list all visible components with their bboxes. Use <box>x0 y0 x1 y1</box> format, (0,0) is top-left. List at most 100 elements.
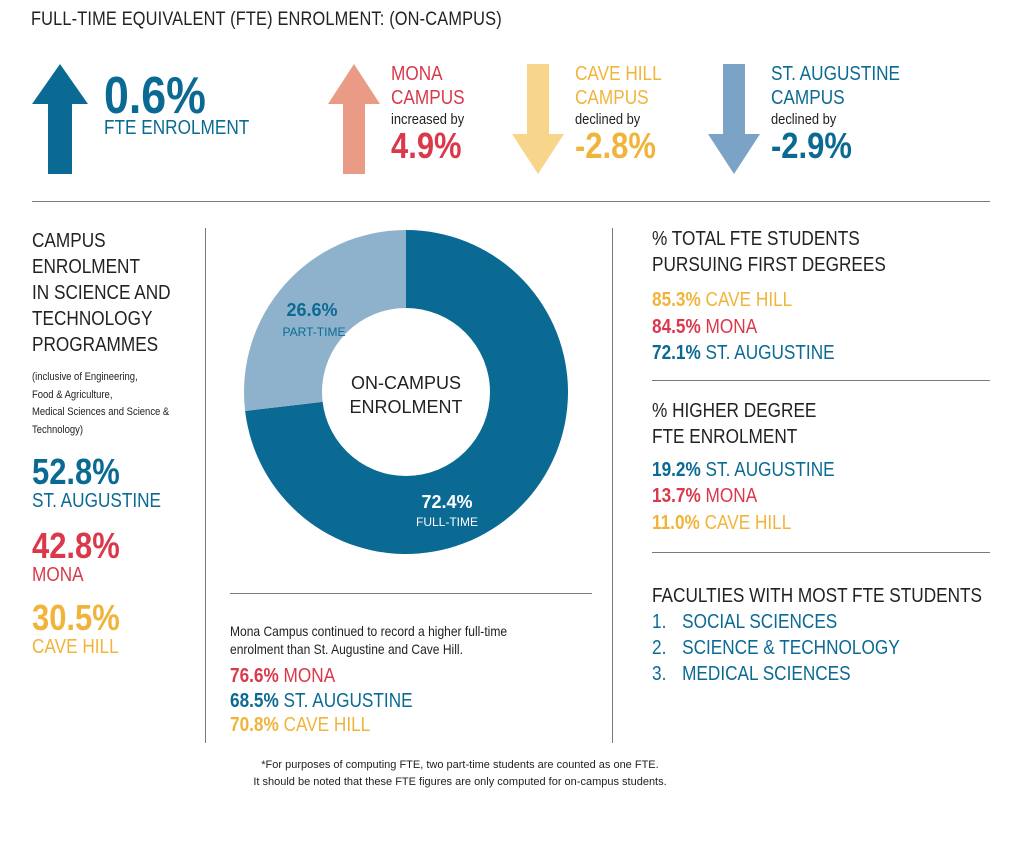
higher-degree-value: 13.7% <box>652 485 701 507</box>
part-time-category-label: PART-TIME <box>283 325 346 339</box>
first-degrees-row: 72.1% ST. AUGUSTINE <box>652 340 835 367</box>
first-degrees-value: 72.1% <box>652 342 701 364</box>
footnote: *For purposes of computing FTE, two part… <box>230 757 690 790</box>
science-tech-campus: MONA <box>32 564 84 586</box>
footnote-line: *For purposes of computing FTE, two part… <box>261 759 659 771</box>
faculty-number: 2. <box>652 637 667 659</box>
st-augustine-name-line2: CAMPUS <box>771 87 845 109</box>
mona-campus-name: MONA CAMPUS <box>391 62 465 110</box>
overall-fte-label: FTE ENROLMENT <box>104 117 250 139</box>
faculty-name: SCIENCE & TECHNOLOGY <box>682 637 900 659</box>
donut-hole <box>322 308 490 476</box>
faculty-item: 1. SOCIAL SCIENCES <box>652 609 837 636</box>
right-divider-1 <box>652 380 990 381</box>
fulltime-row: 76.6% MONA <box>230 663 335 690</box>
science-tech-note-line: (inclusive of Engineering, <box>32 371 138 383</box>
first-degrees-campus: MONA <box>705 316 758 338</box>
higher-degree-heading-line: % HIGHER DEGREE <box>652 400 817 422</box>
faculty-number: 3. <box>652 663 667 685</box>
fulltime-row: 70.8% CAVE HILL <box>230 712 370 739</box>
mona-up-arrow-icon <box>328 64 380 174</box>
higher-degree-row: 19.2% ST. AUGUSTINE <box>652 457 835 484</box>
higher-degree-row: 13.7% MONA <box>652 483 757 510</box>
science-tech-heading: CAMPUS ENROLMENT IN SCIENCE AND TECHNOLO… <box>32 228 171 358</box>
fulltime-value: 70.8% <box>230 714 279 736</box>
cave-hill-name-line2: CAMPUS <box>575 87 649 109</box>
donut-center-line2: ENROLMENT <box>349 397 462 417</box>
higher-degree-campus: ST. AUGUSTINE <box>705 459 835 481</box>
science-tech-heading-line: CAMPUS <box>32 230 106 252</box>
cave-hill-change-text: declined by <box>575 111 641 128</box>
st-augustine-down-arrow-icon <box>708 64 760 174</box>
faculty-item: 3. MEDICAL SCIENCES <box>652 661 851 688</box>
first-degrees-row: 84.5% MONA <box>652 314 757 341</box>
cave-hill-down-arrow-icon <box>512 64 564 174</box>
higher-degree-campus: MONA <box>705 485 758 507</box>
first-degrees-heading: % TOTAL FTE STUDENTS PURSUING FIRST DEGR… <box>652 226 886 278</box>
science-tech-value: 52.8% <box>32 451 120 492</box>
science-tech-note-line: Food & Agriculture, <box>32 388 113 401</box>
fulltime-campus: MONA <box>283 665 336 687</box>
science-tech-value: 42.8% <box>32 525 120 566</box>
science-tech-note-line: Technology) <box>32 423 84 436</box>
donut-center-line1: ON-CAMPUS <box>351 373 461 393</box>
right-column-divider <box>612 228 613 743</box>
higher-degree-row: 11.0% CAVE HILL <box>652 510 791 537</box>
first-degrees-row: 85.3% CAVE HILL <box>652 287 792 314</box>
mona-name-line2: CAMPUS <box>391 87 465 109</box>
page-title: FULL-TIME EQUIVALENT (FTE) ENROLMENT: (O… <box>31 9 502 30</box>
fulltime-note-line: Mona Campus continued to record a higher… <box>230 623 508 639</box>
first-degrees-value: 84.5% <box>652 316 701 338</box>
science-tech-campus: ST. AUGUSTINE <box>32 490 162 512</box>
faculty-item: 2. SCIENCE & TECHNOLOGY <box>652 635 900 662</box>
st-augustine-campus-name: ST. AUGUSTINE CAMPUS <box>771 62 900 110</box>
higher-degree-heading-line: FTE ENROLMENT <box>652 426 798 448</box>
faculty-name: MEDICAL SCIENCES <box>682 663 851 685</box>
top-divider <box>32 201 990 202</box>
st-augustine-name-line1: ST. AUGUSTINE <box>771 63 901 85</box>
left-column-divider <box>205 228 206 743</box>
higher-degree-value: 19.2% <box>652 459 701 481</box>
right-divider-2 <box>652 552 990 553</box>
full-time-value-label: 72.4% <box>421 492 472 512</box>
fulltime-campus: ST. AUGUSTINE <box>283 690 413 712</box>
science-tech-heading-line: PROGRAMMES <box>32 334 159 356</box>
mona-name-line1: MONA <box>391 63 443 85</box>
footnote-line: It should be noted that these FTE figure… <box>253 775 667 788</box>
science-tech-note: (inclusive of Engineering, Food & Agricu… <box>32 369 169 439</box>
fulltime-campus: CAVE HILL <box>283 714 371 736</box>
fulltime-note-line: enrolment than St. Augustine and Cave Hi… <box>230 641 463 657</box>
part-time-value-label: 26.6% <box>286 300 337 320</box>
cave-hill-campus-name: CAVE HILL CAMPUS <box>575 62 662 110</box>
fulltime-row: 68.5% ST. AUGUSTINE <box>230 688 413 715</box>
cave-hill-change-value: -2.8% <box>575 125 656 166</box>
chart-bottom-divider <box>230 593 592 594</box>
fulltime-value: 68.5% <box>230 690 279 712</box>
full-time-category-label: FULL-TIME <box>416 515 478 529</box>
fulltime-value: 76.6% <box>230 665 279 687</box>
cave-hill-name-line1: CAVE HILL <box>575 63 662 85</box>
first-degrees-campus: CAVE HILL <box>705 289 793 311</box>
st-augustine-change-value: -2.9% <box>771 125 852 166</box>
up-arrow-icon <box>32 64 88 174</box>
faculties-heading: FACULTIES WITH MOST FTE STUDENTS <box>652 585 983 607</box>
enrolment-donut-chart: 26.6% PART-TIME ON-CAMPUS ENROLMENT 72.4… <box>243 230 569 554</box>
faculty-name: SOCIAL SCIENCES <box>682 611 838 633</box>
science-tech-value: 30.5% <box>32 597 120 638</box>
st-augustine-change-text: declined by <box>771 111 837 128</box>
science-tech-heading-line: ENROLMENT <box>32 256 140 278</box>
science-tech-heading-line: IN SCIENCE AND <box>32 282 171 304</box>
mona-change-value: 4.9% <box>391 125 462 166</box>
mona-change-text: increased by <box>391 111 465 128</box>
first-degrees-value: 85.3% <box>652 289 701 311</box>
faculty-number: 1. <box>652 611 667 633</box>
first-degrees-heading-line: PURSUING FIRST DEGREES <box>652 254 886 276</box>
higher-degree-value: 11.0% <box>652 512 700 534</box>
overall-fte-value: 0.6% <box>104 67 206 125</box>
first-degrees-campus: ST. AUGUSTINE <box>705 342 835 364</box>
higher-degree-heading: % HIGHER DEGREE FTE ENROLMENT <box>652 398 816 450</box>
science-tech-heading-line: TECHNOLOGY <box>32 308 153 330</box>
higher-degree-campus: CAVE HILL <box>704 512 792 534</box>
fulltime-note: Mona Campus continued to record a higher… <box>230 622 507 658</box>
first-degrees-heading-line: % TOTAL FTE STUDENTS <box>652 228 860 250</box>
